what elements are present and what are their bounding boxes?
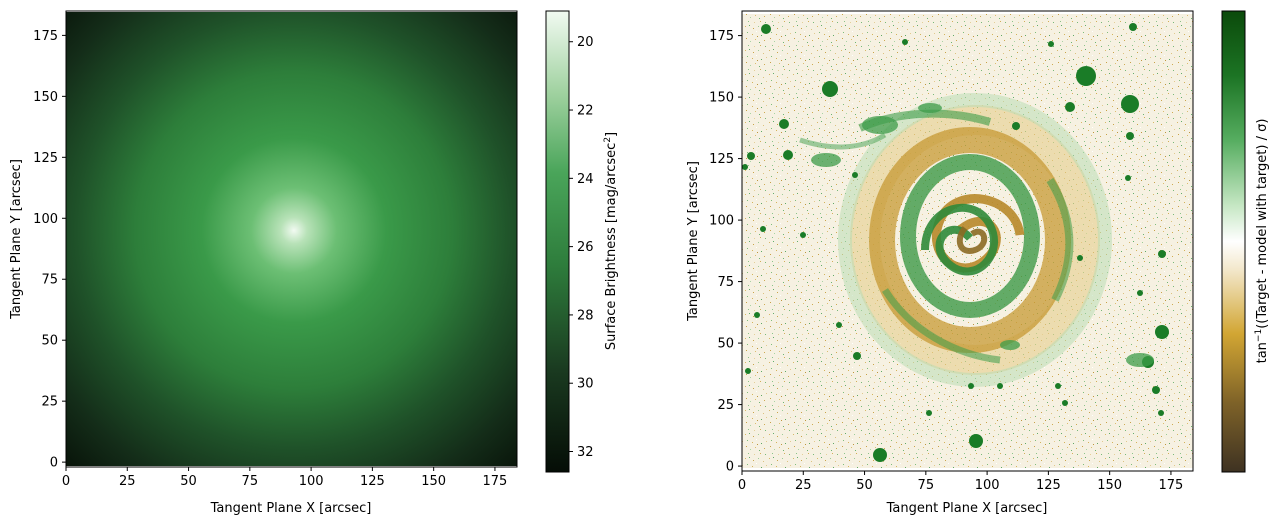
- colorbar-tick-label: 20: [577, 35, 594, 50]
- left-x-tick-label: 100: [299, 474, 324, 489]
- colorbar-surface-ticks: 20 22 24 26 28 30 32: [569, 35, 594, 460]
- left-x-tick-label: 175: [483, 474, 508, 489]
- left-y-tick-label: 100: [33, 212, 58, 227]
- left-x-tick-label: 150: [421, 474, 446, 489]
- left-y-tick-label: 175: [33, 29, 58, 44]
- left-y-tick-label: 125: [33, 151, 58, 166]
- left-panel: 0 25 50 75 100 125 150 175 0255075100125150175 …: [9, 10, 518, 516]
- right-y-tick-label: 25: [717, 398, 734, 413]
- residual-image: [742, 14, 1193, 468]
- right-x-tick-label: 50: [856, 478, 873, 493]
- left-y-tick-label: 75: [41, 273, 58, 288]
- colorbar-tick-label: 30: [577, 377, 594, 392]
- colorbar-tick-label: 26: [577, 240, 594, 255]
- right-x-ticks: 0 25 50 75 100 125 150 175: [738, 471, 1183, 493]
- left-y-tick-label: 150: [33, 90, 58, 105]
- right-plot-frame: [741, 10, 1194, 472]
- left-x-tick-label: 0: [62, 474, 70, 489]
- right-y-tick-label: 50: [717, 337, 734, 352]
- right-x-tick-label: 175: [1159, 478, 1184, 493]
- colorbar-tick-label: 28: [577, 308, 594, 323]
- right-y-axis-label: Tangent Plane Y [arcsec]: [686, 161, 701, 322]
- right-y-tick-label: 0: [726, 460, 734, 475]
- right-y-tick-label: 150: [709, 91, 734, 106]
- left-y-ticks: 0 25 50 75 100 125 150 175: [33, 29, 66, 471]
- left-x-axis-label: Tangent Plane X [arcsec]: [210, 501, 372, 516]
- right-panel: 0 25 50 75 100 125 150 175 0255075100125150175 …: [686, 10, 1194, 516]
- left-x-tick-label: 25: [119, 474, 136, 489]
- left-y-tick-label: 25: [41, 395, 58, 410]
- colorbar-tick-label: 32: [577, 445, 594, 460]
- right-y-ticks: 0 25 50 75 100 125 150 175: [709, 29, 742, 475]
- left-x-tick-label: 125: [360, 474, 385, 489]
- colorbar-tick-label: 22: [577, 104, 594, 119]
- left-x-tick-label: 50: [180, 474, 197, 489]
- left-y-tick-label: 0: [50, 456, 58, 471]
- colorbar-surface-label: Surface Brightness [mag/arcsec2]: [603, 132, 619, 350]
- left-x-tick-label: 75: [242, 474, 259, 489]
- left-y-tick-label: 50: [41, 334, 58, 349]
- colorbar-residual-bar: [1221, 10, 1246, 473]
- colorbar-tick-label: 24: [577, 172, 594, 187]
- right-x-tick-label: 75: [918, 478, 935, 493]
- right-x-tick-label: 25: [795, 478, 812, 493]
- galaxy-model-image: [66, 12, 517, 466]
- right-x-tick-label: 0: [738, 478, 746, 493]
- right-x-axis-label: Tangent Plane X [arcsec]: [886, 501, 1048, 516]
- right-y-tick-label: 75: [717, 275, 734, 290]
- right-x-tick-label: 125: [1036, 478, 1061, 493]
- right-x-tick-label: 100: [975, 478, 1000, 493]
- right-y-tick-label: 125: [709, 152, 734, 167]
- right-y-tick-label: 100: [709, 214, 734, 229]
- colorbar-surface-bar: [545, 10, 570, 473]
- right-x-tick-label: 150: [1097, 478, 1122, 493]
- left-plot-frame: [65, 10, 518, 468]
- right-colorbar: tan−1((Target - model with target) / σ): [1221, 10, 1270, 473]
- left-x-ticks: 0 25 50 75 100 125 150 175: [62, 467, 507, 489]
- left-y-axis-label: Tangent Plane Y [arcsec]: [9, 159, 24, 320]
- right-y-tick-label: 175: [709, 29, 734, 44]
- colorbar-residual-label: tan−1((Target - model with target) / σ): [1254, 119, 1270, 364]
- left-colorbar: 20 22 24 26 28 30 32 Surface Brightness [mag/a…: [545, 10, 619, 473]
